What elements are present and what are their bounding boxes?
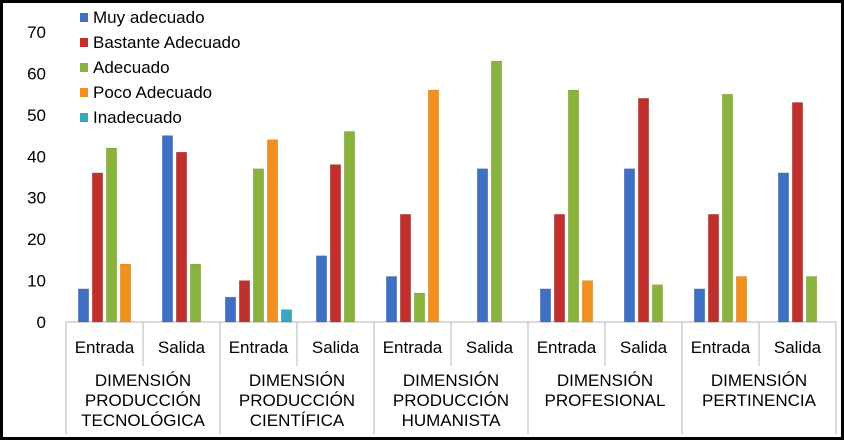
legend-label: Poco Adecuado (93, 83, 212, 102)
bar-bastante-adecuado (638, 98, 649, 323)
group-label: PERTINENCIA (702, 391, 817, 410)
category-label: Entrada (383, 338, 443, 357)
bar-muy-adecuado (540, 288, 551, 323)
bar-muy-adecuado (78, 288, 89, 323)
group-label: TECNOLÓGICA (81, 411, 205, 430)
bar-muy-adecuado (162, 135, 173, 323)
bar-adecuado (253, 168, 264, 323)
bar-bastante-adecuado (554, 214, 565, 323)
bar-adecuado (568, 89, 579, 323)
y-tick-label: 50 (27, 106, 46, 125)
bar-poco-adecuado (736, 276, 747, 323)
y-tick-label: 0 (37, 313, 46, 332)
category-label: Salida (312, 338, 360, 357)
bar-bastante-adecuado (400, 214, 411, 323)
legend-swatch (80, 113, 88, 122)
bar-bastante-adecuado (330, 164, 341, 323)
bars (78, 60, 817, 323)
y-tick-label: 20 (27, 230, 46, 249)
bar-adecuado (106, 147, 117, 323)
bar-muy-adecuado (316, 255, 327, 323)
bar-muy-adecuado (778, 172, 789, 323)
group-label: DIMENSIÓN (557, 371, 653, 390)
y-tick-label: 60 (27, 64, 46, 83)
bar-poco-adecuado (582, 280, 593, 323)
legend-swatch (80, 88, 88, 97)
y-tick-label: 70 (27, 23, 46, 42)
legend-swatch (80, 63, 88, 72)
bar-adecuado (190, 263, 201, 323)
bar-inadecuado (281, 309, 292, 323)
bar-muy-adecuado (386, 276, 397, 323)
category-label: Salida (158, 338, 206, 357)
legend-swatch (80, 13, 88, 22)
bar-bastante-adecuado (708, 214, 719, 323)
bar-bastante-adecuado (176, 151, 187, 323)
group-label: DIMENSIÓN (95, 371, 191, 390)
legend: Muy adecuado Bastante Adecuado Adecuado Poc… (80, 8, 240, 127)
legend-label: Adecuado (93, 58, 170, 77)
legend-label: Inadecuado (93, 108, 182, 127)
category-label: Salida (620, 338, 668, 357)
bar-poco-adecuado (267, 139, 278, 323)
legend-swatch (80, 38, 88, 47)
category-label: Salida (466, 338, 514, 357)
group-label: DIMENSIÓN (711, 371, 807, 390)
bar-adecuado (414, 292, 425, 323)
bar-poco-adecuado (428, 89, 439, 323)
category-label: Entrada (691, 338, 751, 357)
group-label: PROFESIONAL (545, 391, 666, 410)
bar-adecuado (491, 60, 502, 323)
bar-bastante-adecuado (792, 102, 803, 323)
category-label: Entrada (75, 338, 135, 357)
legend-label: Muy adecuado (93, 8, 205, 27)
bar-muy-adecuado (477, 168, 488, 323)
bar-bastante-adecuado (239, 280, 250, 323)
group-label: DIMENSIÓN (403, 371, 499, 390)
bar-adecuado (344, 131, 355, 323)
bar-adecuado (652, 284, 663, 323)
y-tick-label: 40 (27, 147, 46, 166)
bar-muy-adecuado (225, 296, 236, 323)
group-label: PRODUCCIÓN (239, 391, 355, 410)
y-tick-label: 10 (27, 272, 46, 291)
group-label: DIMENSIÓN (249, 371, 345, 390)
bar-muy-adecuado (624, 168, 635, 323)
group-label: CIENTÍFICA (250, 411, 345, 430)
bar-muy-adecuado (694, 288, 705, 323)
group-label: PRODUCCIÓN (85, 391, 201, 410)
group-label: PRODUCCIÓN (393, 391, 509, 410)
group-label: HUMANISTA (402, 411, 502, 430)
bar-bastante-adecuado (92, 172, 103, 323)
category-label: Entrada (537, 338, 597, 357)
category-label: Salida (774, 338, 822, 357)
bar-adecuado (722, 93, 733, 323)
y-tick-label: 30 (27, 189, 46, 208)
labels: Entrada Salida Entrada Salida Entrada Salida E… (75, 338, 822, 430)
category-label: Entrada (229, 338, 289, 357)
legend-label: Bastante Adecuado (93, 33, 240, 52)
bar-adecuado (806, 276, 817, 323)
bar-poco-adecuado (120, 263, 131, 323)
